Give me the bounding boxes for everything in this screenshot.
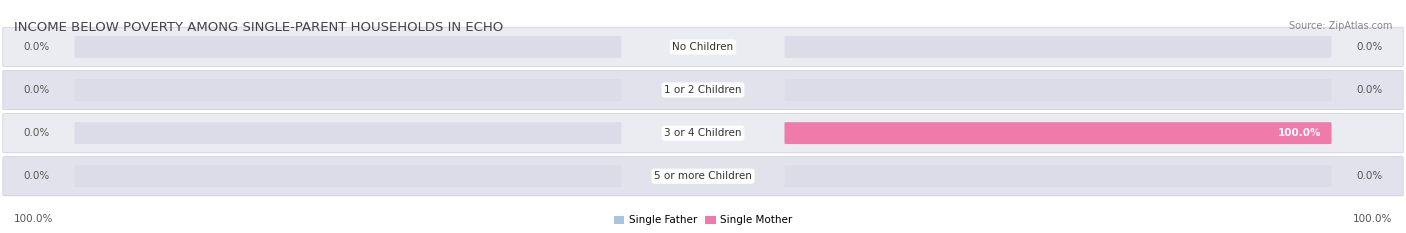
Text: 100.0%: 100.0% [1278,128,1322,138]
Text: 3 or 4 Children: 3 or 4 Children [664,128,742,138]
Text: 100.0%: 100.0% [14,214,53,224]
Text: 0.0%: 0.0% [22,128,49,138]
FancyBboxPatch shape [75,122,621,144]
FancyBboxPatch shape [3,27,1403,67]
Text: 1 or 2 Children: 1 or 2 Children [664,85,742,95]
Text: 0.0%: 0.0% [22,85,49,95]
Text: 0.0%: 0.0% [1357,171,1384,181]
Text: No Children: No Children [672,42,734,52]
Text: Source: ZipAtlas.com: Source: ZipAtlas.com [1288,21,1392,31]
FancyBboxPatch shape [785,165,1331,187]
FancyBboxPatch shape [3,157,1403,196]
Text: 100.0%: 100.0% [1353,214,1392,224]
FancyBboxPatch shape [3,113,1403,153]
Text: 0.0%: 0.0% [22,42,49,52]
Text: 0.0%: 0.0% [1357,42,1384,52]
FancyBboxPatch shape [785,36,1331,58]
FancyBboxPatch shape [75,165,621,187]
Text: 0.0%: 0.0% [22,171,49,181]
Text: INCOME BELOW POVERTY AMONG SINGLE-PARENT HOUSEHOLDS IN ECHO: INCOME BELOW POVERTY AMONG SINGLE-PARENT… [14,21,503,34]
FancyBboxPatch shape [785,79,1331,101]
FancyBboxPatch shape [785,122,1331,144]
Legend: Single Father, Single Mother: Single Father, Single Mother [614,216,792,226]
Text: 5 or more Children: 5 or more Children [654,171,752,181]
Text: 0.0%: 0.0% [1357,85,1384,95]
FancyBboxPatch shape [785,122,1331,144]
FancyBboxPatch shape [75,79,621,101]
FancyBboxPatch shape [75,36,621,58]
FancyBboxPatch shape [3,70,1403,110]
